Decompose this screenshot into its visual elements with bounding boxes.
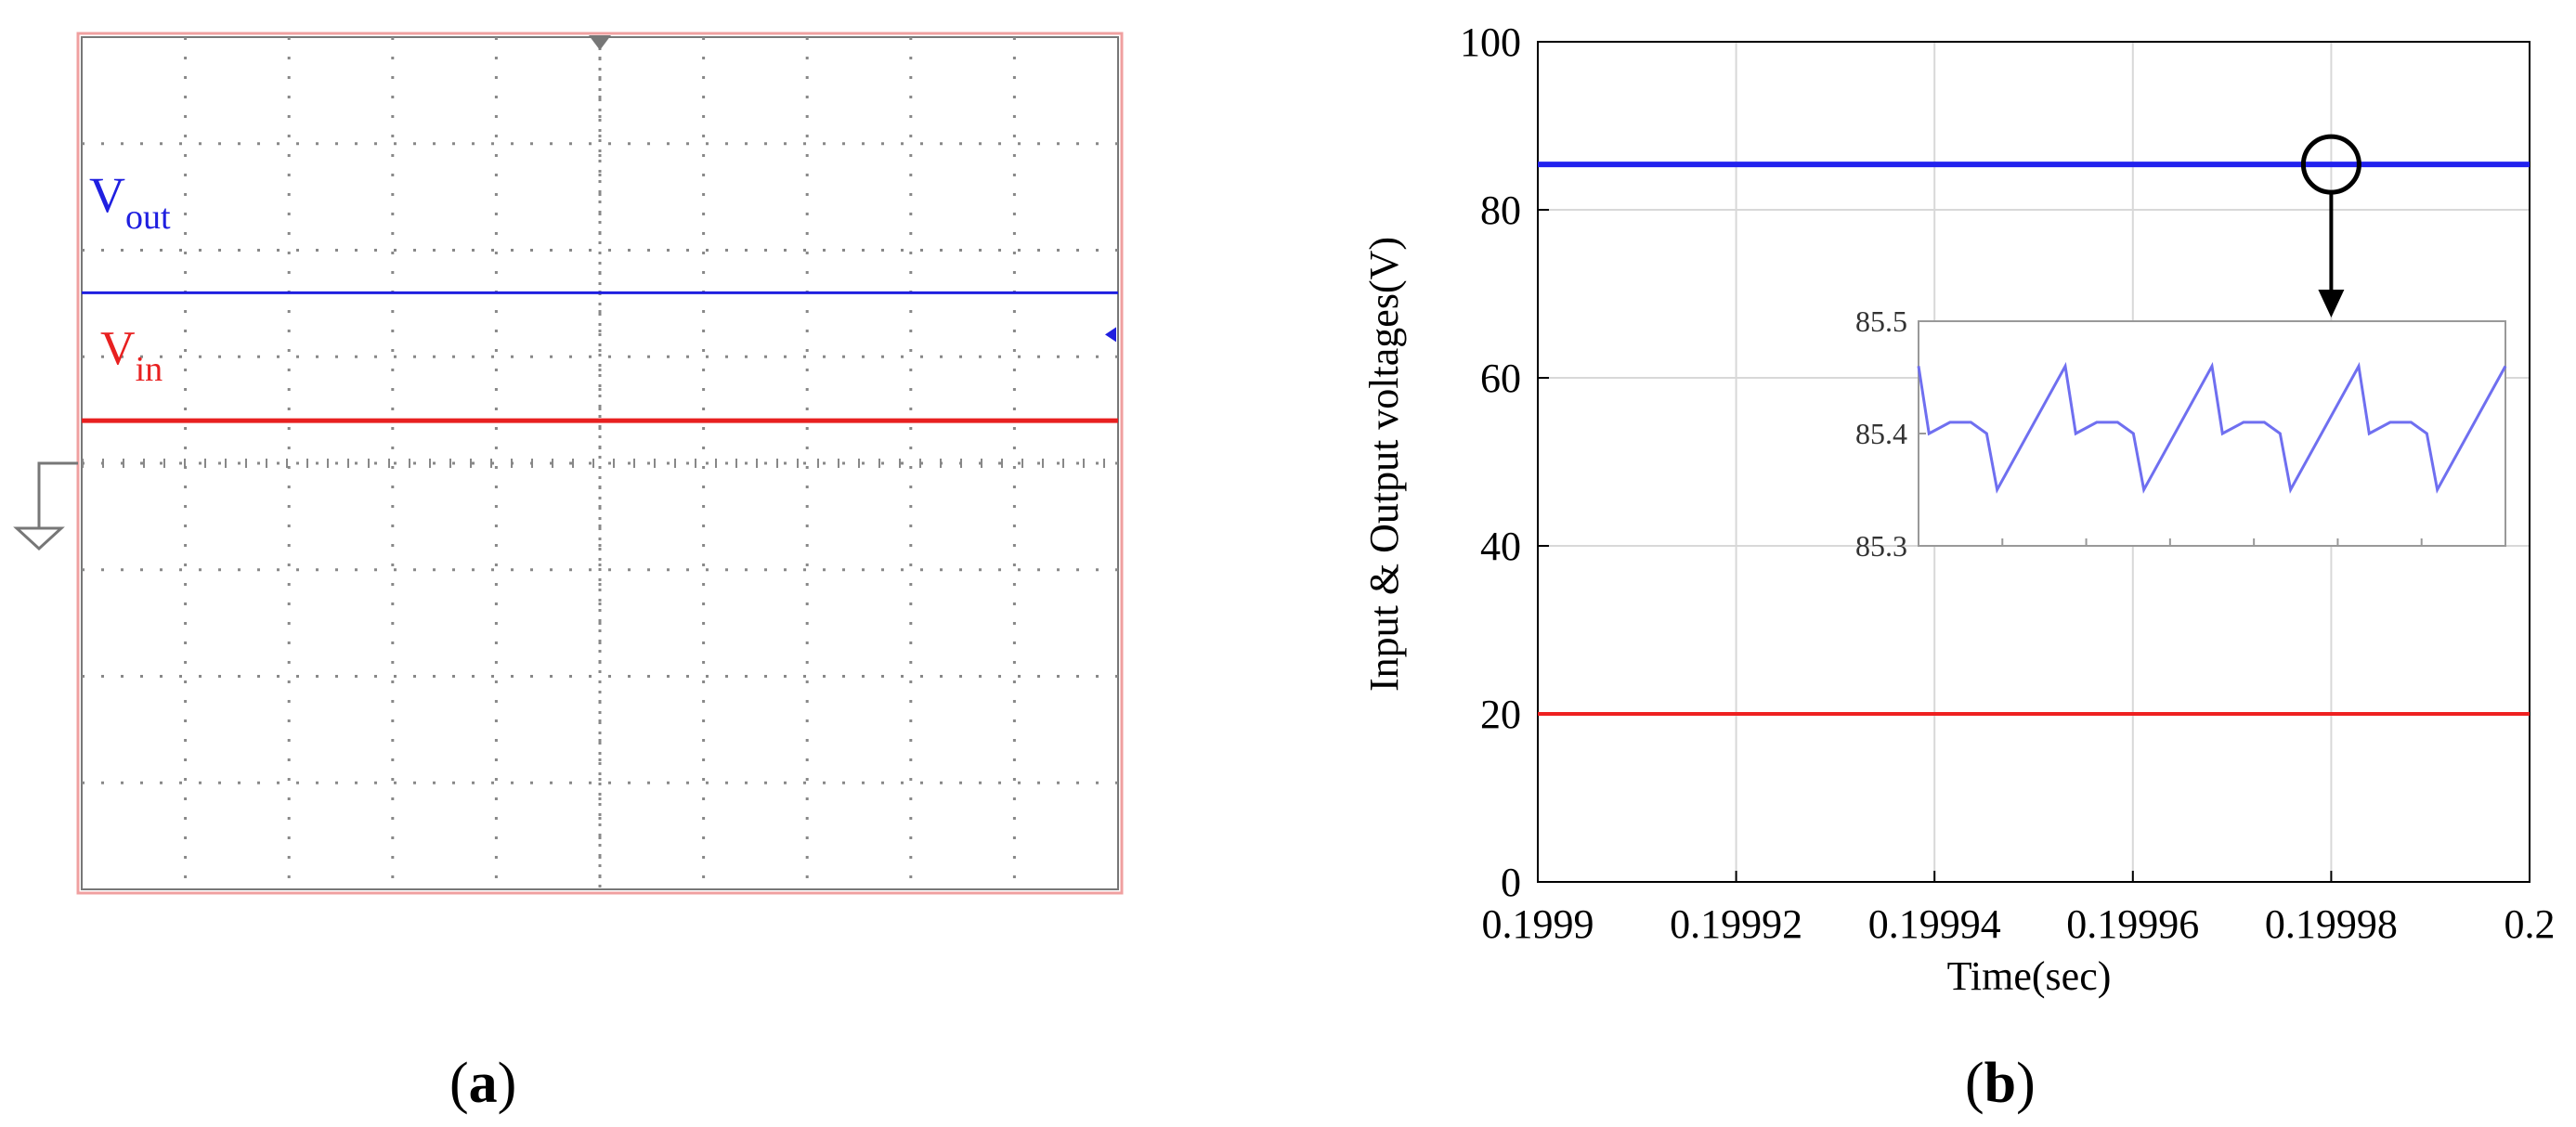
trigger-marker-icon [589,35,611,50]
x-tick-label: 0.19996 [2066,901,2199,947]
vin-label: Vin [100,322,163,389]
scope-traces [13,291,1118,551]
vout-label: Vout [89,167,171,237]
plot-tick-labels: 0.1999 0.19992 0.19994 0.19996 0.19998 0.2 0 20… [1460,19,2556,947]
plot-series [1538,162,2530,716]
x-axis-label: Time(sec) [1947,953,2112,999]
ground-marker-line [37,461,78,528]
y-tick-label: 80 [1480,188,1521,233]
caption-b: (b) [1965,1052,2036,1115]
y-axis-label: Input & Output voltages(V) [1361,237,1407,692]
oscilloscope-panel: Vout Vin [13,32,1124,895]
inset-y-tick-label: 85.5 [1855,304,1907,338]
y-tick-label: 100 [1460,19,1521,65]
y-tick-label: 0 [1501,860,1521,905]
x-tick-label: 0.19998 [2265,901,2398,947]
inset-y-tick-label: 85.4 [1855,417,1907,450]
y-tick-label: 40 [1480,524,1521,569]
zoom-arrow-head-icon [2318,290,2345,317]
x-tick-label: 0.1999 [1482,901,1594,947]
y-tick-label: 60 [1480,356,1521,401]
zoom-callout [2300,134,2361,317]
inset-chart: 85.3 85.4 85.5 [1855,304,2507,563]
x-tick-label: 0.2 [2504,901,2556,947]
caption-a: (a) [449,1052,517,1115]
plot-grid [1537,41,2530,883]
inset-y-tick-label: 85.3 [1855,529,1907,563]
y-tick-label: 20 [1480,692,1521,737]
inset-frame [1918,320,2506,547]
ground-icon [13,526,65,551]
channel-marker-icon [1105,327,1116,343]
plot-frame [1537,41,2530,883]
inset-ripple-line [1917,361,2507,494]
x-tick-label: 0.19992 [1670,901,1802,947]
x-tick-label: 0.19994 [1868,901,2001,947]
